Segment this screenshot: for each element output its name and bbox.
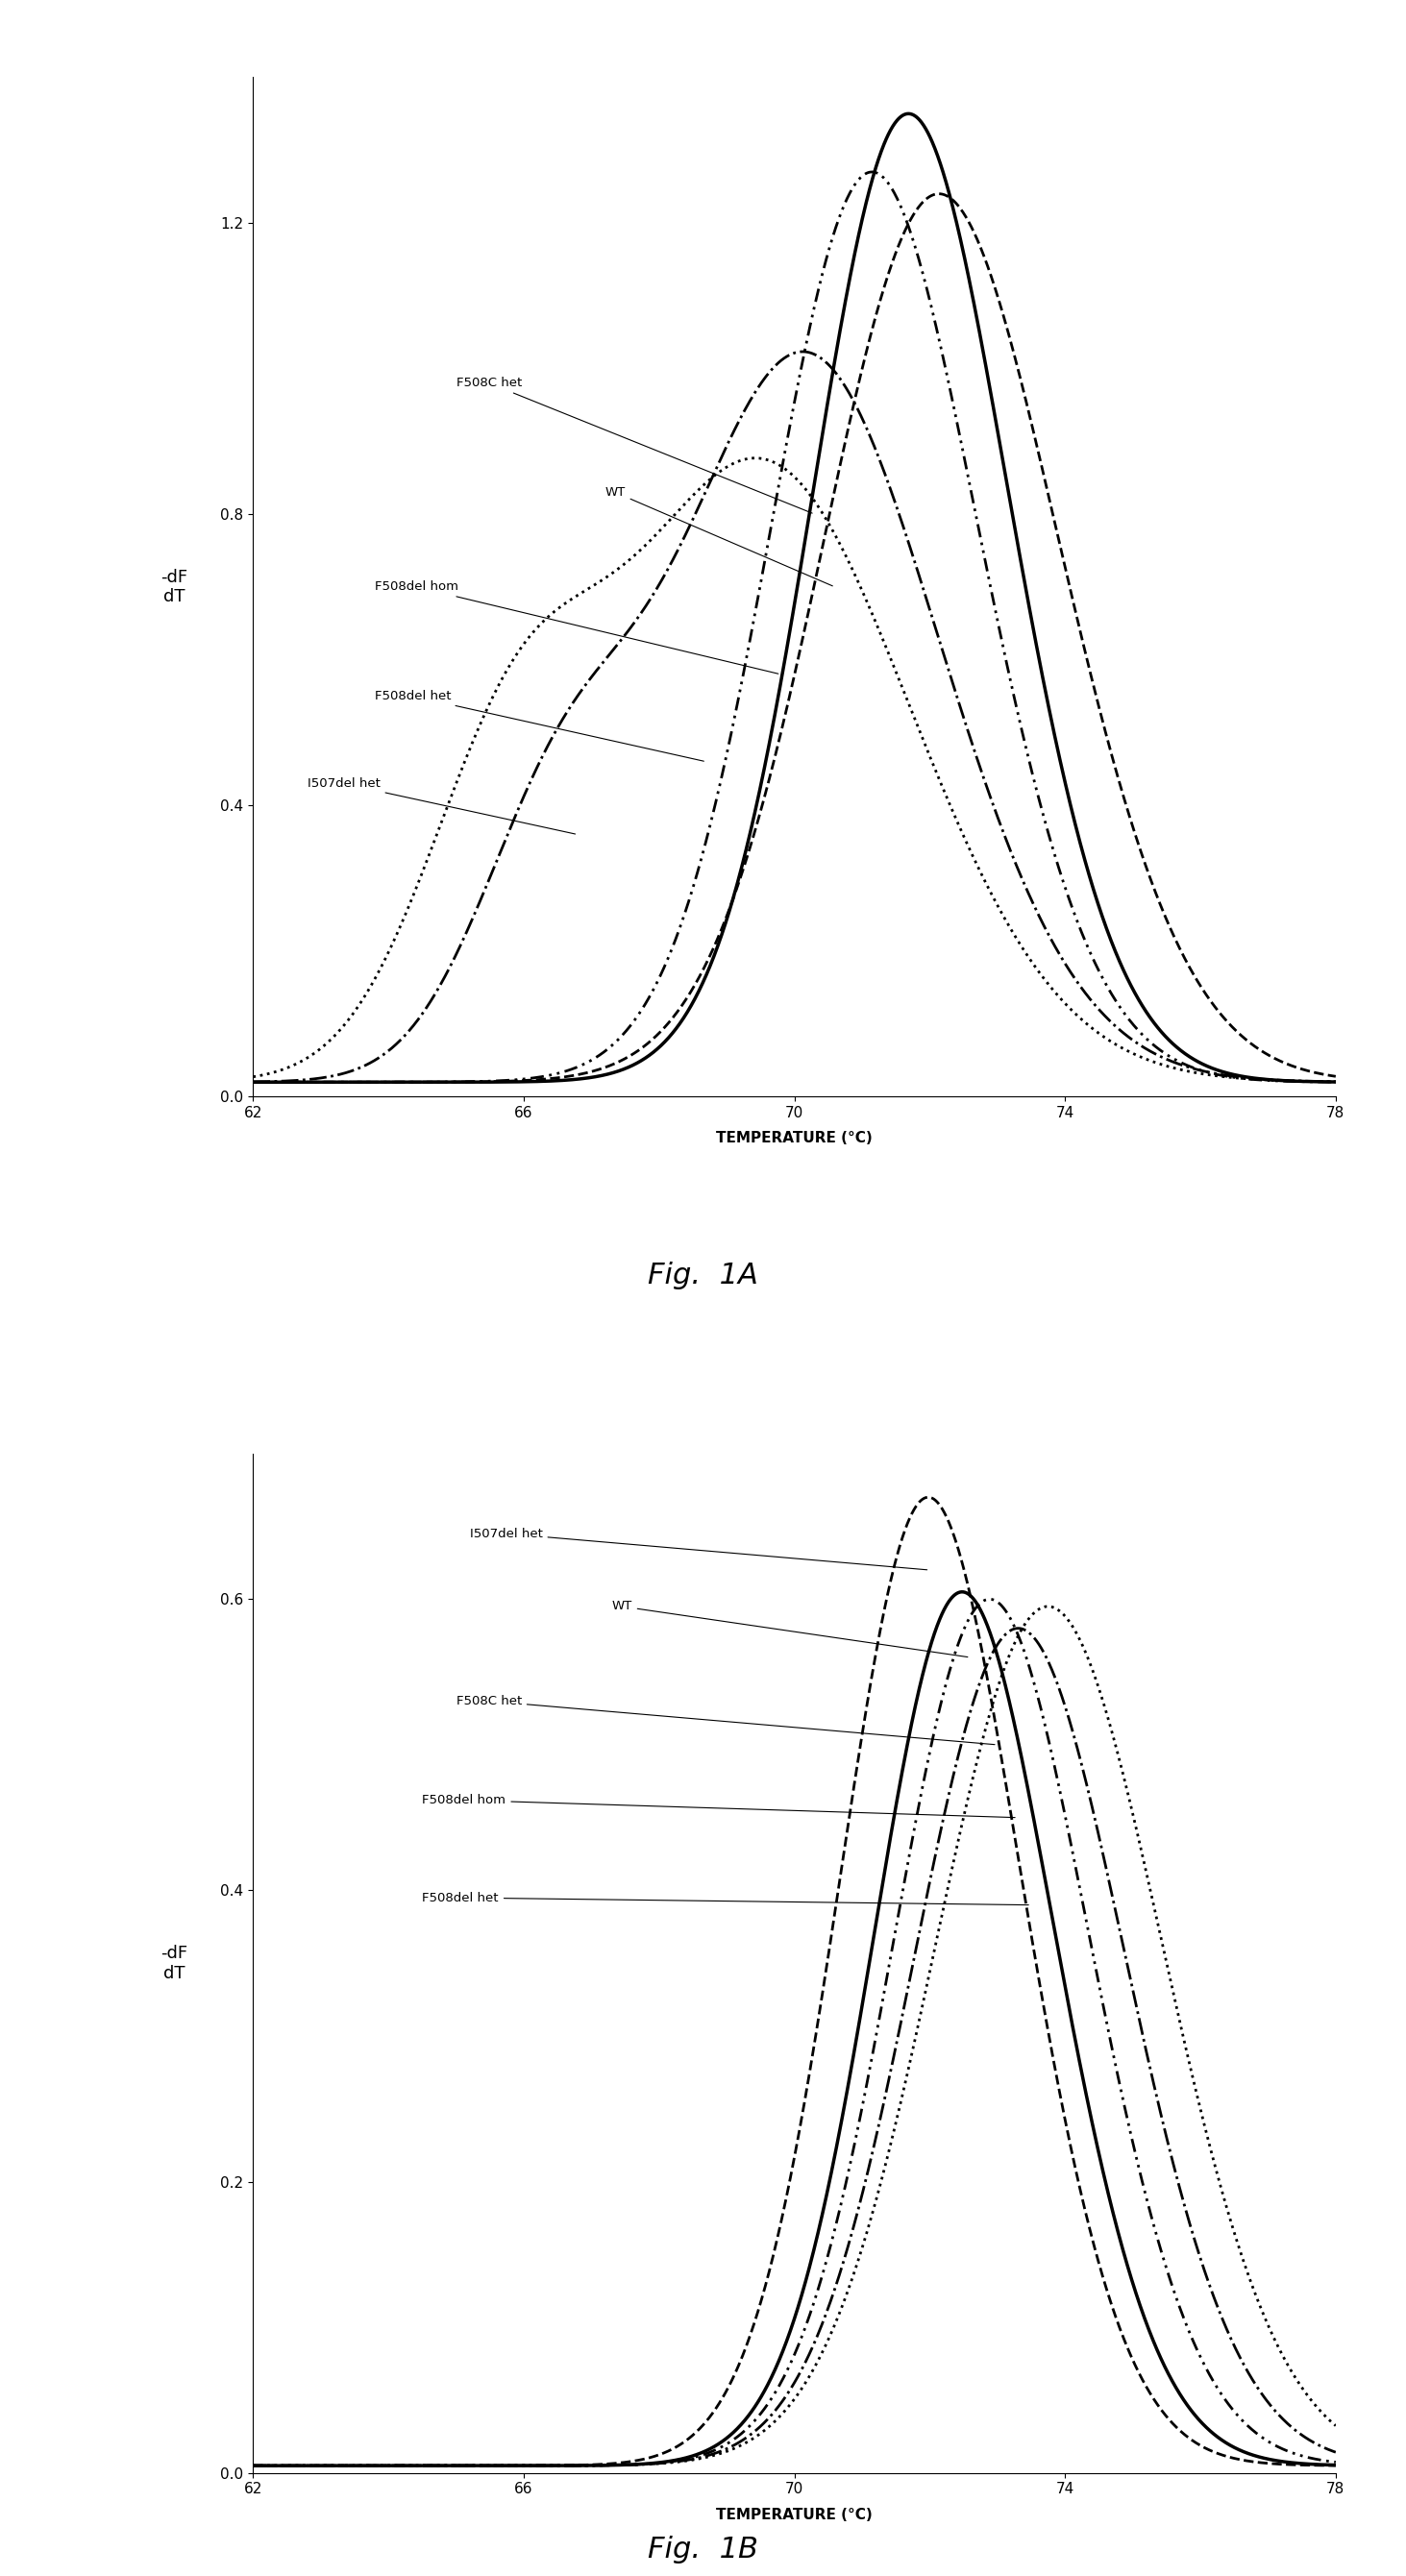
Text: Fig.  1A: Fig. 1A	[648, 1262, 758, 1288]
Text: F508del hom: F508del hom	[422, 1793, 1015, 1819]
Text: F508del het: F508del het	[422, 1891, 1029, 1906]
Text: F508C het: F508C het	[456, 1695, 994, 1744]
Text: I507del het: I507del het	[470, 1528, 927, 1569]
X-axis label: TEMPERATURE (°C): TEMPERATURE (°C)	[716, 2506, 873, 2522]
X-axis label: TEMPERATURE (°C): TEMPERATURE (°C)	[716, 1131, 873, 1146]
Y-axis label: -dF
dT: -dF dT	[160, 569, 187, 605]
Text: F508del hom: F508del hom	[375, 580, 779, 675]
Text: WT: WT	[605, 487, 832, 585]
Text: WT: WT	[612, 1600, 967, 1656]
Text: I507del het: I507del het	[308, 778, 575, 835]
Text: F508C het: F508C het	[456, 376, 813, 513]
Y-axis label: -dF
dT: -dF dT	[160, 1945, 187, 1981]
Text: F508del het: F508del het	[375, 690, 704, 760]
Text: Fig.  1B: Fig. 1B	[648, 2535, 758, 2563]
